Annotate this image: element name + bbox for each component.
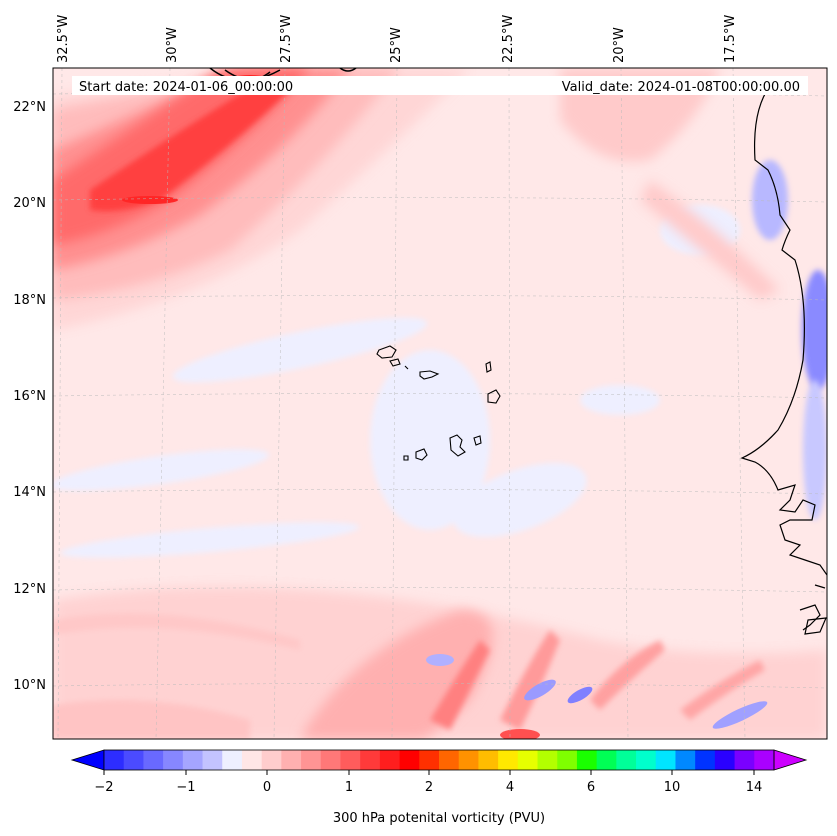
colorbar-frame <box>103 749 775 771</box>
cbar-tick-label: 2 <box>425 780 433 795</box>
colorbar-cell <box>596 750 617 770</box>
lon-label: 27.5°W <box>279 15 294 63</box>
colorbar-cell <box>616 750 637 770</box>
colorbar-cell <box>281 750 302 770</box>
cbar-tick-label: −2 <box>94 780 113 795</box>
colorbar-cell <box>439 750 460 770</box>
colorbar-cell <box>301 750 322 770</box>
lon-label: 25°W <box>389 27 404 63</box>
colorbar-cell <box>537 750 558 770</box>
lon-label: 17.5°W <box>723 15 738 63</box>
map-gridlines <box>53 68 827 739</box>
map-frame <box>52 67 828 740</box>
cbar-tick-label: −1 <box>176 780 195 795</box>
colorbar-cell <box>143 750 164 770</box>
lon-label: 32.5°W <box>56 15 71 63</box>
cape-verde-islands <box>376 345 501 461</box>
colorbar-cell <box>379 750 401 770</box>
colorbar-cell <box>241 750 263 770</box>
colorbar-cell <box>202 750 223 770</box>
colorbar-cell <box>655 750 676 770</box>
cbar-tick-label: 6 <box>587 780 595 795</box>
colorbar-cell <box>123 750 144 770</box>
colorbar-cell <box>557 750 578 770</box>
colorbar-cell <box>636 750 657 770</box>
colorbar-cell <box>517 750 539 770</box>
cbar-tick-label: 0 <box>263 780 271 795</box>
lon-label: 22.5°W <box>501 15 516 63</box>
valid-date-label: Valid_date: 2024-01-08T00:00:00.00 <box>562 80 800 95</box>
lat-label: 20°N <box>13 196 46 211</box>
coastline-africa <box>740 85 827 635</box>
lat-label: 16°N <box>13 389 46 404</box>
positive-pv-regions <box>53 68 827 739</box>
colorbar-cell <box>163 750 184 770</box>
colorbar-cell <box>320 750 341 770</box>
colorbar-cell <box>754 750 775 770</box>
colorbar-cell <box>399 750 420 770</box>
colorbar-cell <box>340 750 361 770</box>
start-date-label: Start date: 2024-01-06_00:00:00 <box>79 80 293 95</box>
colorbar-cell <box>182 750 204 770</box>
colorbar-min-extend <box>70 749 105 771</box>
lat-label: 22°N <box>13 100 46 115</box>
lon-label: 30°W <box>165 27 180 63</box>
latitude-labels: 22°N 20°N 18°N 16°N 14°N 12°N 10°N <box>13 100 46 693</box>
lat-label: 12°N <box>13 582 46 597</box>
colorbar-cell <box>104 750 125 770</box>
colorbar-cell <box>734 750 755 770</box>
map-panel <box>53 68 827 739</box>
colorbar-cell <box>478 750 499 770</box>
date-header-box <box>72 76 808 95</box>
colorbar-cell <box>576 750 598 770</box>
lat-label: 18°N <box>13 293 46 308</box>
cbar-tick-label: 4 <box>506 780 514 795</box>
colorbar-cell <box>360 750 381 770</box>
lat-label: 10°N <box>13 678 46 693</box>
longitude-labels: 32.5°W 30°W 27.5°W 25°W 22.5°W 20°W 17.5… <box>56 15 738 63</box>
cbar-tick-label: 14 <box>746 780 763 795</box>
negative-pv-regions <box>53 205 740 558</box>
colorbar-cells <box>104 750 775 770</box>
colorbar-cell <box>419 750 440 770</box>
lon-label: 20°W <box>612 27 627 63</box>
colorbar-max-extend <box>773 749 808 771</box>
colorbar-cell <box>261 750 282 770</box>
colorbar-ticks <box>103 770 755 775</box>
cbar-tick-label: 1 <box>345 780 353 795</box>
cbar-tick-label: 10 <box>664 780 681 795</box>
lat-label: 14°N <box>13 485 46 500</box>
colorbar: −2 −1 0 1 2 4 6 10 14 300 hPa potenital … <box>70 749 808 826</box>
colorbar-cell <box>714 750 736 770</box>
colorbar-cell <box>222 750 243 770</box>
colorbar-cell <box>675 750 696 770</box>
colorbar-title: 300 hPa potenital vorticity (PVU) <box>333 811 545 826</box>
colorbar-cell <box>695 750 716 770</box>
colorbar-tick-labels: −2 −1 0 1 2 4 6 10 14 <box>94 780 762 795</box>
colorbar-cell <box>458 750 479 770</box>
colorbar-cell <box>498 750 519 770</box>
